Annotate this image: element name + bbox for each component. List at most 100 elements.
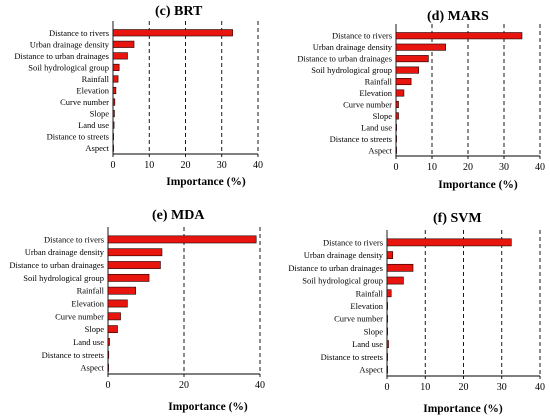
- category-label: Distance to rivers: [44, 234, 104, 244]
- bar: [112, 98, 116, 106]
- bar: [107, 248, 163, 257]
- category-label: Distance to streets: [42, 350, 104, 360]
- bar: [112, 144, 114, 152]
- chart-title: (e) MDA: [152, 208, 205, 223]
- x-tick-label: 20: [179, 380, 189, 391]
- category-label: Aspect: [359, 365, 383, 375]
- category-label: Urban drainage density: [313, 42, 393, 52]
- category-label: Aspect: [85, 143, 109, 153]
- bar: [395, 112, 399, 120]
- category-label: Urban drainage density: [25, 247, 105, 257]
- category-label: Distance to rivers: [49, 28, 109, 38]
- category-label: Curve number: [55, 311, 104, 321]
- bar: [395, 146, 397, 154]
- bar: [107, 299, 128, 308]
- category-label: Land use: [352, 339, 383, 349]
- category-label: Land use: [78, 120, 109, 130]
- x-tick-label: 20: [181, 160, 191, 171]
- x-tick-label: 30: [499, 162, 509, 173]
- category-label: Soil hydrological group: [28, 62, 109, 72]
- category-label: Distance to rivers: [332, 31, 392, 41]
- bar: [395, 89, 405, 97]
- bar: [107, 261, 161, 269]
- bar: [395, 32, 523, 40]
- bar: [386, 353, 388, 361]
- bar: [112, 52, 128, 60]
- category-label: Urban drainage density: [304, 250, 384, 260]
- category-label: Distance to streets: [330, 134, 392, 144]
- category-label: Land use: [361, 122, 392, 132]
- bar: [107, 350, 110, 359]
- category-label: Elevation: [359, 88, 392, 98]
- x-axis-label: Importance (%): [166, 176, 246, 188]
- category-label: Land use: [73, 337, 104, 347]
- chart-title: (c) BRT: [155, 4, 203, 19]
- bar: [395, 135, 397, 143]
- category-label: Slope: [90, 109, 110, 119]
- category-label: Distance to urban drainages: [297, 54, 392, 64]
- bar: [112, 29, 233, 37]
- bar: [112, 86, 117, 95]
- category-label: Distance to urban drainages: [14, 51, 109, 61]
- category-label: Rainfall: [356, 288, 384, 298]
- x-tick-label: 20: [459, 382, 469, 393]
- bar: [112, 75, 119, 83]
- category-label: Elevation: [76, 86, 109, 96]
- x-tick-label: 40: [253, 160, 263, 171]
- x-tick-label: 20: [463, 162, 473, 173]
- category-label: Distance to streets: [47, 132, 109, 142]
- bar: [112, 110, 115, 118]
- chart-panel-4: (f) SVM Distance to rivers Urban drainage …: [288, 211, 545, 415]
- bar: [395, 55, 429, 63]
- bar: [395, 43, 446, 51]
- bar: [386, 365, 388, 374]
- bar: [386, 276, 404, 285]
- bar: [107, 325, 118, 334]
- category-label: Urban drainage density: [30, 39, 110, 49]
- x-tick-label: 0: [106, 380, 111, 391]
- x-tick-label: 0: [394, 162, 399, 173]
- category-label: Distance to streets: [321, 352, 383, 362]
- bar: [112, 40, 135, 48]
- bar: [386, 340, 389, 349]
- bar: [386, 327, 388, 336]
- chart-panel-3: (e) MDA Distance to rivers Urban drainage …: [9, 208, 265, 413]
- bar: [107, 363, 109, 372]
- category-label: Curve number: [60, 97, 109, 107]
- x-axis-label: Importance (%): [423, 403, 503, 415]
- x-tick-label: 40: [535, 382, 545, 393]
- category-label: Distance to urban drainages: [9, 260, 104, 270]
- category-label: Soil hydrological group: [23, 273, 104, 283]
- category-label: Rainfall: [365, 77, 393, 87]
- category-label: Rainfall: [77, 286, 105, 296]
- chart-title: (d) MARS: [427, 9, 489, 24]
- category-label: Aspect: [80, 363, 104, 373]
- x-tick-label: 10: [420, 382, 430, 393]
- category-label: Soil hydrological group: [311, 65, 392, 75]
- category-label: Soil hydrological group: [302, 276, 383, 286]
- bar: [107, 312, 121, 321]
- category-label: Slope: [85, 324, 105, 334]
- bar: [386, 289, 392, 298]
- category-label: Rainfall: [82, 74, 110, 84]
- x-axis-label: Importance (%): [168, 401, 248, 413]
- bar: [112, 121, 115, 129]
- category-label: Distance to rivers: [323, 237, 383, 247]
- category-label: Slope: [373, 111, 393, 121]
- category-label: Distance to urban drainages: [288, 263, 383, 273]
- bar: [107, 286, 137, 295]
- x-tick-label: 40: [535, 162, 545, 173]
- bar: [395, 78, 412, 86]
- category-label: Curve number: [334, 314, 383, 324]
- category-label: Slope: [364, 326, 384, 336]
- bar: [395, 66, 419, 74]
- x-tick-label: 30: [497, 382, 507, 393]
- category-label: Elevation: [71, 299, 104, 309]
- bar: [386, 251, 394, 259]
- x-tick-label: 40: [255, 380, 265, 391]
- x-tick-label: 0: [111, 160, 116, 171]
- bar: [107, 235, 257, 244]
